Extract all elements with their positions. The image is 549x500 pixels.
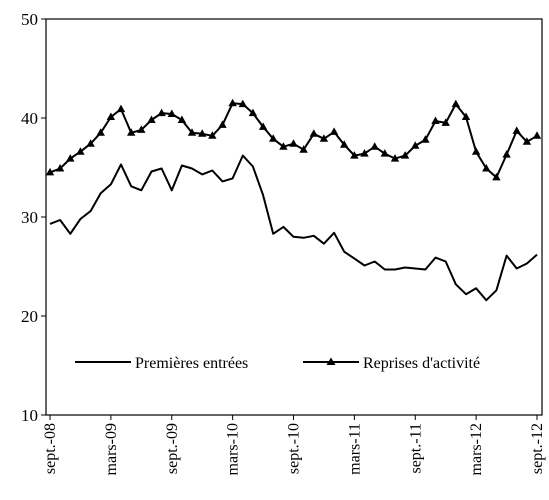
y-tick-label: 20 (21, 307, 38, 326)
data-point (451, 99, 460, 108)
data-point (329, 127, 339, 135)
y-tick-label: 10 (21, 406, 38, 425)
legend-marker-triangle (326, 357, 336, 365)
x-tick-label: mars-12 (468, 423, 485, 475)
x-tick-label: mars-10 (225, 423, 242, 475)
x-tick-label: sept.-11 (407, 423, 424, 474)
data-point (340, 140, 349, 148)
data-point (431, 116, 440, 124)
data-point (96, 128, 105, 136)
data-point (248, 108, 258, 117)
data-point (218, 120, 227, 128)
data-point (461, 112, 471, 120)
y-tick-label: 50 (21, 10, 38, 29)
data-point (167, 109, 176, 117)
x-tick-label: mars-11 (346, 423, 363, 475)
data-point (421, 135, 430, 143)
data-point (482, 164, 491, 172)
x-axis-ticks: sept.-08 mars-09 sept.-09 mars-10 sept.-10 ma… (42, 415, 546, 475)
data-point (66, 154, 75, 162)
series-layer (45, 98, 542, 302)
data-point (471, 147, 481, 155)
data-point (116, 104, 126, 113)
data-point (137, 125, 146, 133)
data-point (269, 134, 278, 142)
data-point (299, 145, 308, 153)
data-point (187, 128, 197, 136)
data-point (502, 150, 511, 158)
data-point (76, 147, 85, 155)
data-point (360, 149, 369, 157)
data-point (512, 126, 521, 134)
data-point (350, 151, 359, 159)
data-point (532, 131, 542, 139)
data-point (492, 172, 501, 181)
x-tick-label: mars-09 (103, 423, 120, 475)
legend-label-premieres-entrees: Premières entrées (135, 355, 248, 372)
data-point (208, 131, 217, 139)
data-point (380, 149, 389, 157)
data-point (441, 118, 450, 126)
series-reprises-activite (45, 98, 542, 181)
data-point (390, 154, 400, 162)
data-point (258, 122, 268, 130)
data-point (177, 115, 187, 123)
data-point (55, 164, 65, 172)
data-point (198, 129, 207, 137)
y-tick-label: 30 (21, 208, 38, 227)
data-point (147, 115, 156, 123)
data-point (370, 142, 379, 150)
data-point (319, 134, 329, 142)
data-point (45, 167, 55, 176)
legend: Premières entrées Reprises d'activité (75, 355, 480, 372)
data-point (86, 139, 95, 147)
legend-label-reprises-activite: Reprises d'activité (363, 355, 480, 372)
x-tick-label: sept.-12 (529, 423, 546, 474)
data-point (106, 112, 116, 120)
data-point (238, 99, 247, 108)
data-point (279, 142, 288, 150)
x-tick-label: sept.-08 (42, 423, 59, 474)
y-tick-label: 40 (21, 109, 38, 128)
data-point (289, 139, 298, 147)
data-point (127, 128, 136, 136)
data-point (309, 129, 318, 137)
series-premieres-entrees (49, 154, 538, 302)
data-point (400, 151, 410, 159)
x-tick-label: sept.-10 (286, 423, 303, 474)
x-tick-label: sept.-09 (164, 423, 181, 474)
data-point (228, 98, 237, 107)
series-line (49, 154, 538, 302)
data-point (157, 108, 166, 117)
data-point (522, 137, 532, 145)
y-axis-ticks: 10 20 30 40 50 (21, 10, 46, 425)
data-point (411, 141, 420, 149)
